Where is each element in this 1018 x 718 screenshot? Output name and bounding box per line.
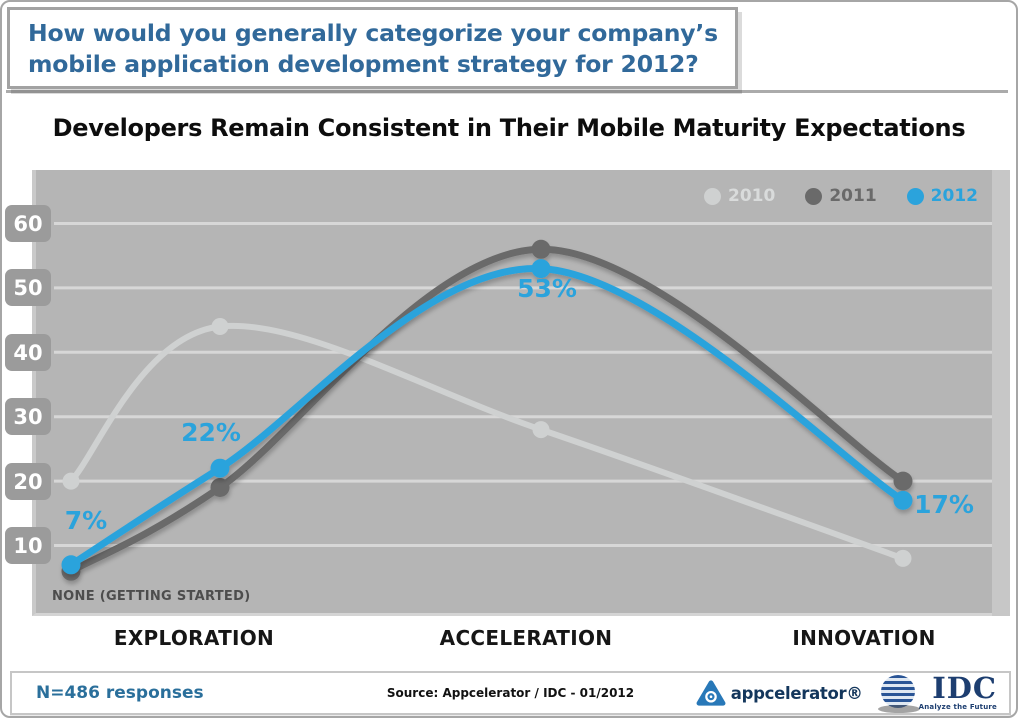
legend-item-2012: 2012 xyxy=(906,186,978,206)
point-2010-3 xyxy=(894,549,912,567)
data-label-exploration-2012: 22% xyxy=(181,418,241,447)
chart-title: Developers Remain Consistent in Their Mo… xyxy=(52,114,966,142)
point-2012-3 xyxy=(893,490,913,510)
y-axis-tick-30: 30 xyxy=(5,398,51,435)
question-text: How would you generally categorize your … xyxy=(28,18,718,78)
source-text: Source: Appcelerator / IDC - 01/2012 xyxy=(386,686,635,700)
appcelerator-triangle-icon xyxy=(696,680,726,706)
footer-bar: N=486 responses Source: Appcelerator / I… xyxy=(10,671,1011,715)
legend-label-2011: 2011 xyxy=(829,186,877,206)
series-2012 xyxy=(61,259,913,575)
legend-item-2011: 2011 xyxy=(805,186,877,206)
series-2010 xyxy=(62,318,912,567)
idc-logo-text: IDC Analyze the Future xyxy=(918,670,997,712)
y-axis-tick-50: 50 xyxy=(5,269,51,306)
legend-label-2012: 2012 xyxy=(930,186,978,206)
point-2012-0 xyxy=(61,555,81,575)
idc-tagline: Analyze the Future xyxy=(918,703,997,712)
idc-wordmark: IDC xyxy=(932,670,997,705)
legend-label-2010: 2010 xyxy=(728,186,776,206)
appcelerator-logo: appcelerator® xyxy=(696,679,863,707)
data-label-acceleration-2012: 53% xyxy=(517,274,577,303)
legend-dot-2010 xyxy=(704,187,722,205)
idc-logo: IDC Analyze the Future xyxy=(877,670,997,713)
y-axis-tick-10: 10 xyxy=(5,527,51,564)
y-axis-tick-60: 60 xyxy=(5,205,51,242)
appcelerator-logo-text: appcelerator® xyxy=(730,683,863,703)
legend-item-2010: 2010 xyxy=(704,186,775,206)
point-2011-3 xyxy=(893,471,913,491)
point-2011-2 xyxy=(531,239,551,259)
header-divider-line xyxy=(6,90,1008,93)
point-2010-1 xyxy=(211,318,229,335)
legend-dot-2012 xyxy=(906,187,924,205)
category-label-none: NONE (GETTING STARTED) xyxy=(52,589,251,604)
point-2010-0 xyxy=(62,472,80,490)
y-axis-tick-40: 40 xyxy=(5,334,51,371)
chart-area: 2010 2011 2012 7% 22% 53% 17% NONE (GETT… xyxy=(32,170,992,616)
chart-svg xyxy=(54,222,992,581)
axis-label-exploration: EXPLORATION xyxy=(113,626,275,650)
point-2011-1 xyxy=(210,478,230,497)
point-2012-1 xyxy=(210,458,230,478)
idc-globe-icon xyxy=(877,674,920,713)
responses-count: N=486 responses xyxy=(36,683,204,703)
point-2010-2 xyxy=(532,421,550,439)
data-label-innovation-2012: 17% xyxy=(914,490,974,519)
panel-right-edge xyxy=(992,170,1010,616)
legend-dot-2011 xyxy=(805,187,823,205)
data-label-none-2012: 7% xyxy=(64,506,108,535)
point-2012-2 xyxy=(531,259,551,279)
y-axis-tick-20: 20 xyxy=(5,463,51,500)
footer-logos: appcelerator® IDC Analyze the Future xyxy=(696,673,997,713)
chart-legend: 2010 2011 2012 xyxy=(704,186,978,206)
axis-label-acceleration: ACCELERATION xyxy=(439,626,613,650)
axis-label-innovation: INNOVATION xyxy=(792,626,936,650)
question-box: How would you generally categorize your … xyxy=(7,7,738,89)
